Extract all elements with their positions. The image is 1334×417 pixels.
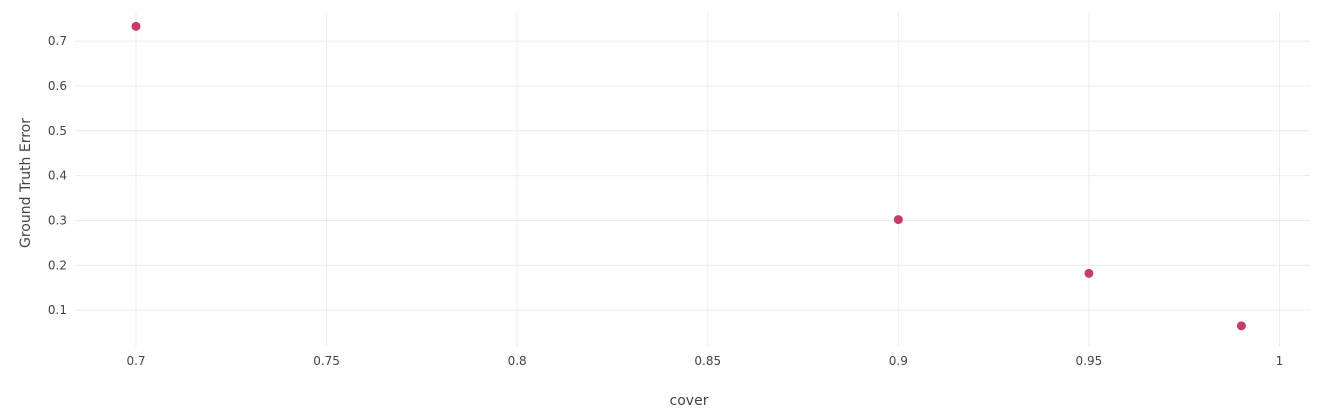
data-point[interactable] <box>1084 268 1094 278</box>
x-tick-label: 0.8 <box>508 354 527 368</box>
x-tick-label: 0.7 <box>126 354 145 368</box>
x-tick-label: 1 <box>1276 354 1284 368</box>
y-tick-label: 0.2 <box>48 258 67 272</box>
y-tick-label: 0.3 <box>48 213 67 227</box>
x-axis-ticks: 0.7 0.75 0.8 0.85 0.9 0.95 1 <box>126 354 1283 368</box>
y-axis-title: Ground Truth Error <box>18 118 34 248</box>
x-gridlines <box>135 12 1281 346</box>
y-tick-label: 0.1 <box>48 303 67 317</box>
x-tick-label: 0.85 <box>694 354 721 368</box>
data-point[interactable] <box>893 215 903 225</box>
y-tick-label: 0.6 <box>48 79 67 93</box>
x-tick-label: 0.75 <box>313 354 340 368</box>
y-tick-label: 0.4 <box>48 169 67 183</box>
y-tick-label: 0.7 <box>48 34 67 48</box>
data-point[interactable] <box>1236 321 1246 331</box>
y-gridlines <box>75 40 1310 311</box>
y-axis-ticks: 0.1 0.2 0.3 0.4 0.5 0.6 0.7 <box>48 34 67 317</box>
x-tick-label: 0.9 <box>889 354 908 368</box>
data-point[interactable] <box>131 21 141 31</box>
x-tick-label: 0.95 <box>1076 354 1103 368</box>
x-axis-title: cover <box>670 393 709 409</box>
data-points <box>131 21 1246 331</box>
y-tick-label: 0.5 <box>48 124 67 138</box>
